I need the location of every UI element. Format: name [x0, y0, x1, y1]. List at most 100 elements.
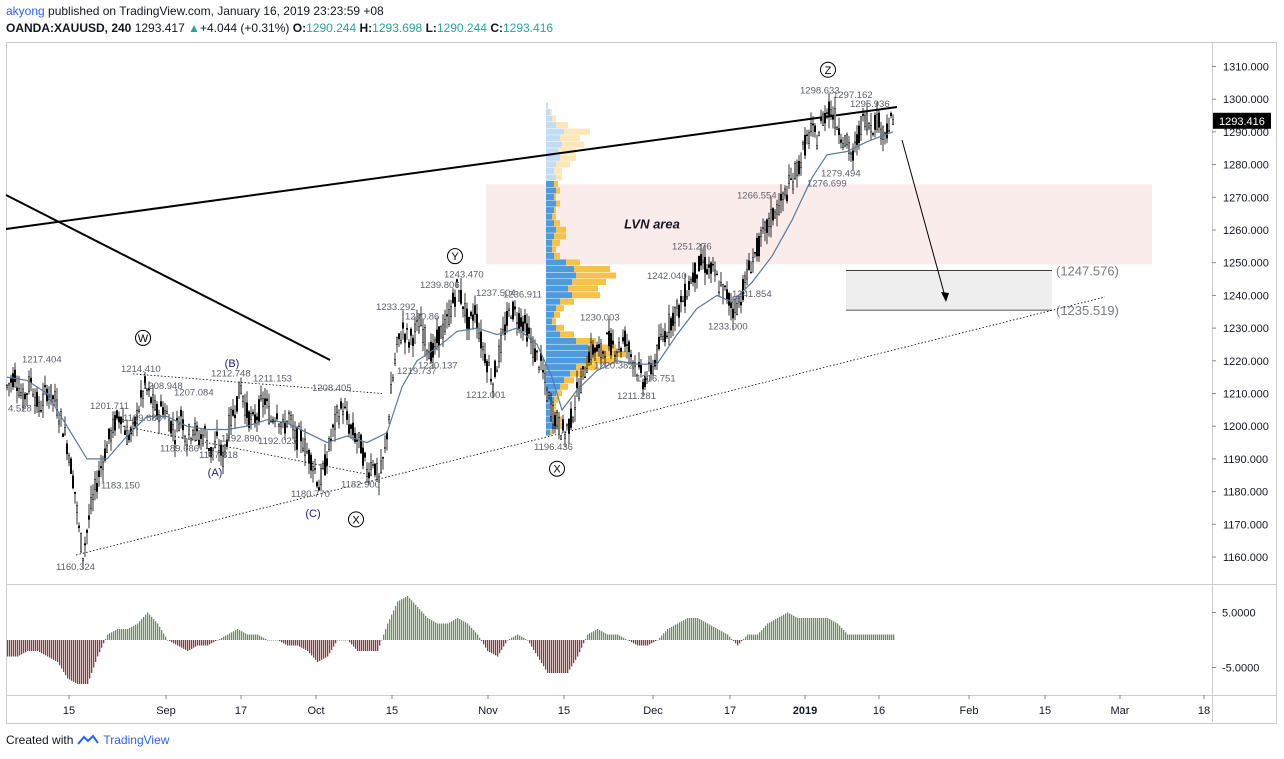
candle-body [212, 447, 214, 451]
osc-bar [203, 640, 205, 646]
footer: Created with TradingView [6, 733, 169, 747]
candle-body [54, 391, 56, 402]
candle-body [824, 112, 826, 124]
osc-bar [799, 618, 801, 640]
osc-bar [627, 640, 629, 641]
candle-body [702, 260, 704, 264]
osc-bar [447, 623, 449, 640]
price-annotation: 1276.699 [807, 179, 847, 190]
candle-body [846, 134, 848, 146]
candle-body [76, 505, 78, 513]
candle-body [208, 447, 210, 452]
candle-body [36, 391, 38, 407]
wave-label: (A) [208, 467, 223, 479]
candle-body [118, 416, 120, 423]
y-tick-label: 1250.000 [1223, 258, 1269, 270]
y-tick-label: 1170.000 [1223, 519, 1268, 531]
osc-bar [207, 640, 209, 646]
projection-arrow-head [941, 292, 949, 302]
vp-bar-buy [546, 122, 556, 129]
candle-body [704, 257, 706, 273]
vp-bar-buy [546, 383, 560, 390]
author-link[interactable]: akyong [6, 4, 45, 18]
x-tick-label: 17 [724, 705, 736, 717]
candle-body [230, 409, 232, 426]
osc-bar [469, 625, 471, 640]
wave-label: (B) [225, 358, 240, 370]
candle-body [86, 529, 88, 533]
osc-bar [859, 634, 861, 640]
osc-bar [687, 618, 689, 640]
candle-body [882, 126, 884, 140]
osc-bar [689, 618, 691, 640]
price-annotation: 1212.748 [211, 368, 251, 379]
candle-body [248, 411, 250, 428]
osc-bar [453, 620, 455, 640]
osc-bar [643, 640, 645, 646]
candle-body [436, 329, 438, 344]
candle-body [106, 444, 108, 453]
candle-body [772, 208, 774, 221]
candle-body [686, 296, 688, 299]
osc-bar [769, 622, 771, 640]
candle-body [674, 307, 676, 324]
osc-bar [363, 640, 365, 651]
osc-bar [593, 631, 595, 640]
candle-body [784, 188, 786, 196]
vp-bar-sell [552, 115, 556, 122]
osc-bar [369, 640, 371, 651]
candle-body [80, 533, 82, 553]
tradingview-link[interactable]: TradingView [103, 733, 170, 747]
candle-body [662, 335, 664, 340]
candle-body [304, 438, 306, 456]
candle-body [500, 335, 502, 353]
y-tick-label: 1260.000 [1223, 225, 1269, 237]
osc-bar [33, 640, 35, 651]
osc-bar [563, 640, 565, 673]
change-value: +4.044 (+0.31%) [200, 21, 290, 35]
osc-bar [623, 637, 625, 640]
osc-bar [121, 629, 123, 640]
osc-bar [389, 619, 391, 640]
candle-body [278, 423, 280, 427]
candle-body [322, 463, 324, 469]
osc-bar [833, 621, 835, 640]
price-annotation: 1183.150 [101, 480, 140, 491]
candle-body [744, 275, 746, 284]
chart-frame [6, 42, 1277, 724]
osc-bar [759, 632, 761, 640]
candle-body [420, 314, 422, 327]
osc-bar [727, 634, 729, 640]
osc-bar [445, 623, 447, 640]
osc-bar [749, 634, 751, 640]
osc-bar [587, 634, 589, 640]
vp-bar-buy [546, 180, 554, 187]
candle-body [110, 429, 112, 442]
candle-body [562, 419, 564, 431]
vp-bar-sell [562, 141, 584, 148]
candle-body [698, 255, 700, 272]
ohlc-legend: OANDA:XAUUSD, 240 1293.417 ▲+4.044 (+0.3… [6, 21, 554, 35]
osc-bar [319, 640, 321, 661]
osc-bar [751, 634, 753, 640]
osc-bar [711, 625, 713, 640]
candle-body [690, 279, 692, 284]
osc-bar [535, 640, 537, 654]
candle-body [476, 313, 478, 329]
osc-bar [891, 634, 893, 640]
y-tick-label: 1220.000 [1223, 356, 1269, 368]
lvn-zone [486, 184, 1152, 265]
candle-body [22, 388, 24, 408]
candle-body [796, 162, 798, 177]
osc-bar [331, 640, 333, 650]
candle-body [584, 376, 586, 379]
candle-body [588, 352, 590, 363]
candle-body [890, 112, 892, 117]
candle-body [344, 406, 346, 409]
candle-body [840, 139, 842, 143]
vp-bar-buy [546, 109, 550, 116]
osc-bar [863, 634, 865, 640]
osc-bar [861, 634, 863, 640]
osc-bar [371, 640, 373, 651]
